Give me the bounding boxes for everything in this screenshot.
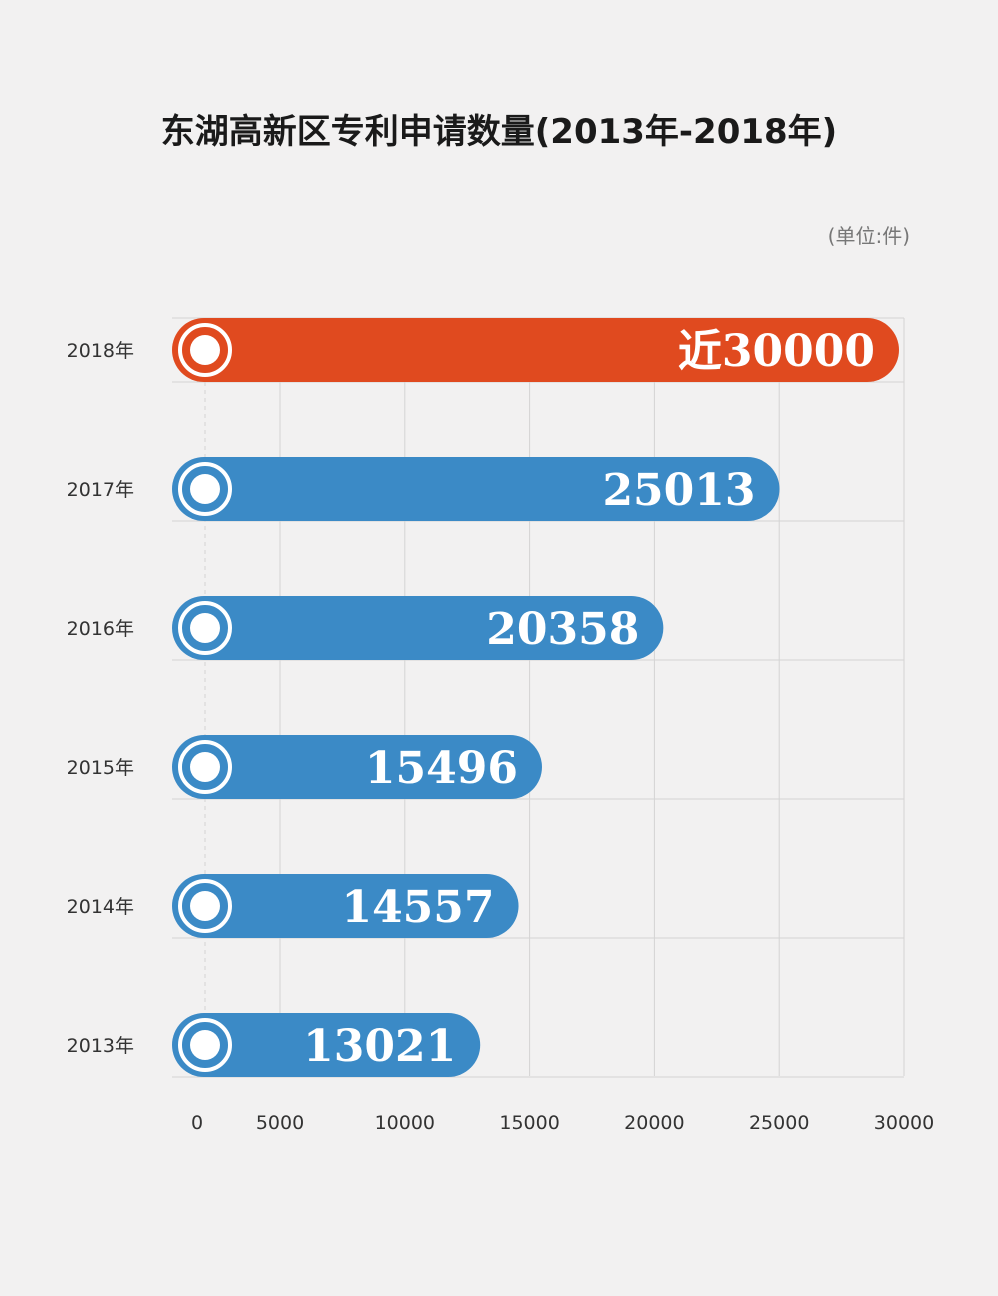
bar-ring-icon bbox=[178, 740, 232, 794]
bars: 近30000 25013 20358 15496 14557 13021 bbox=[172, 318, 899, 1077]
bar-value-label: 近30000 bbox=[678, 326, 875, 377]
bar-ring-icon bbox=[178, 601, 232, 655]
x-tick-label: 5000 bbox=[256, 1112, 304, 1134]
bar-value-label: 25013 bbox=[602, 465, 755, 516]
x-tick-label: 25000 bbox=[749, 1112, 809, 1134]
bar-value-label: 13021 bbox=[303, 1021, 456, 1072]
bar-value-label: 20358 bbox=[486, 604, 639, 655]
bar-dot-icon bbox=[190, 335, 220, 365]
bar-dot-icon bbox=[190, 752, 220, 782]
bar-dot-icon bbox=[190, 474, 220, 504]
bar bbox=[172, 1013, 481, 1077]
bar bbox=[172, 874, 519, 938]
grid-lines bbox=[172, 317, 905, 1078]
x-tick-label: 10000 bbox=[375, 1112, 435, 1134]
bar-ring-icon bbox=[178, 323, 232, 377]
category-label: 2015年 bbox=[67, 757, 134, 779]
bar bbox=[172, 318, 899, 382]
bar-dot-icon bbox=[190, 613, 220, 643]
category-label: 2013年 bbox=[67, 1035, 134, 1057]
bar bbox=[172, 735, 542, 799]
x-tick-label: 20000 bbox=[624, 1112, 684, 1134]
bar-dot-icon bbox=[190, 1030, 220, 1060]
bar-value-label: 15496 bbox=[365, 743, 518, 794]
x-tick-label: 0 bbox=[191, 1112, 203, 1134]
chart-title: 东湖高新区专利申请数量(2013年-2018年) bbox=[160, 112, 838, 152]
category-labels: 2018年 2017年 2016年 2015年 2014年 2013年 bbox=[67, 340, 134, 1057]
bar-value-label: 14557 bbox=[341, 882, 494, 933]
category-label: 2017年 bbox=[67, 479, 134, 501]
bar bbox=[172, 596, 664, 660]
x-tick-label: 30000 bbox=[874, 1112, 934, 1134]
bar-ring-icon bbox=[178, 462, 232, 516]
bar-dot-icon bbox=[190, 891, 220, 921]
bar-ring-icon bbox=[178, 879, 232, 933]
category-label: 2018年 bbox=[67, 340, 134, 362]
x-tick-label: 15000 bbox=[499, 1112, 559, 1134]
unit-label: (单位:件) bbox=[827, 224, 910, 248]
category-label: 2014年 bbox=[67, 896, 134, 918]
bar-ring-icon bbox=[178, 1018, 232, 1072]
x-tick-labels: 0 5000 10000 15000 20000 25000 30000 bbox=[191, 1112, 934, 1134]
category-label: 2016年 bbox=[67, 618, 134, 640]
bar bbox=[172, 457, 780, 521]
